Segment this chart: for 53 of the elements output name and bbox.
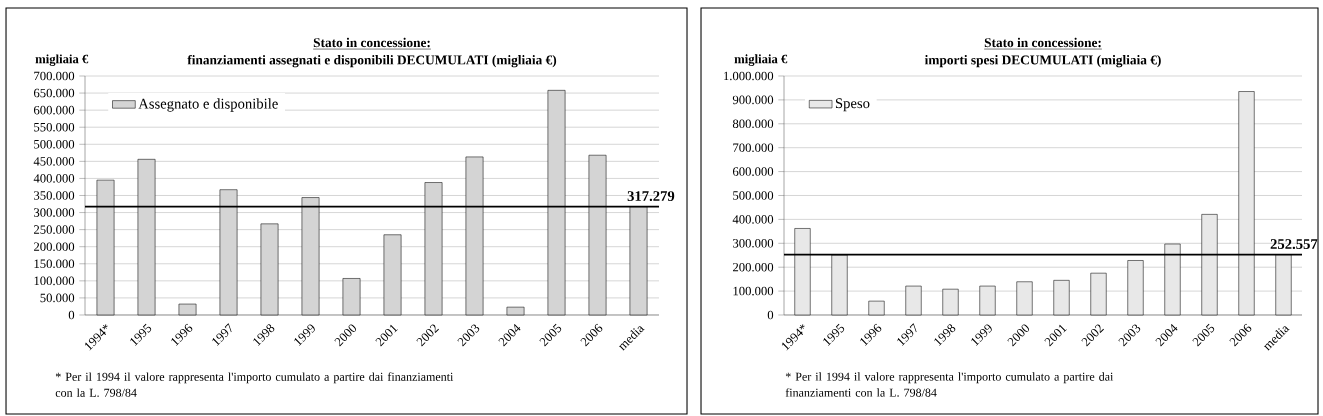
legend-label: Assegnato e disponibile bbox=[138, 98, 278, 112]
y-axis-title: migliaia € bbox=[734, 54, 788, 66]
bar bbox=[979, 285, 996, 316]
y-tick-label: 1.000.000 bbox=[724, 71, 774, 81]
x-tick-label: 2001 bbox=[375, 324, 398, 347]
y-tick-label: 300.000 bbox=[34, 208, 75, 217]
bar bbox=[506, 306, 525, 316]
y-tick-label: 400.000 bbox=[732, 215, 774, 224]
y-tick-label: 0 bbox=[767, 310, 774, 320]
bar bbox=[868, 300, 885, 316]
bar bbox=[260, 223, 279, 316]
chart-subtitle: finanziamenti assegnati e disponibili DECUMULATI (migliaia €) bbox=[187, 54, 557, 68]
bar bbox=[342, 278, 361, 316]
y-tick-label: 400.000 bbox=[33, 174, 75, 183]
y-tick-label: 500.000 bbox=[34, 139, 75, 149]
y-tick-label: 600.000 bbox=[732, 167, 774, 176]
y-tick-label: 600.000 bbox=[33, 105, 75, 115]
y-tick-label: 700.000 bbox=[34, 71, 75, 81]
text: * Per il 1994 il valore rappresenta l'importo cumulato a partire dai finanziamenti con la L. 798/84 bbox=[55, 372, 454, 397]
y-tick-label: 250.000 bbox=[34, 225, 75, 234]
bar bbox=[905, 285, 922, 316]
y-tick-label: 350.000 bbox=[34, 191, 75, 200]
ref-line-label: 252.557 bbox=[1270, 239, 1318, 250]
y-tick-label: 900.000 bbox=[732, 95, 774, 105]
text: * Per il 1994 il valore rappresenta l'importo cumulato a partire dai finanziamenti con la L. 798/84 bbox=[785, 372, 1114, 397]
y-tick-label: 50.000 bbox=[40, 293, 75, 303]
legend-label: Speso bbox=[835, 98, 870, 112]
y-tick-label: 700.000 bbox=[733, 143, 774, 152]
bar bbox=[178, 303, 197, 316]
y-tick-label: 200.000 bbox=[34, 242, 75, 252]
chart-title: Stato in concessione: bbox=[313, 37, 430, 48]
y-tick-label: 450.000 bbox=[33, 157, 75, 166]
ref-line-label: 317.279 bbox=[627, 191, 675, 202]
bar bbox=[1127, 260, 1144, 316]
bar bbox=[1016, 281, 1033, 316]
y-tick-label: 300.000 bbox=[733, 238, 774, 248]
y-axis-title: migliaia € bbox=[35, 54, 89, 66]
y-tick-label: 800.000 bbox=[732, 119, 774, 129]
y-tick-label: 650.000 bbox=[33, 88, 75, 98]
x-tick-label: 2001 bbox=[1044, 324, 1067, 347]
y-tick-label: 150.000 bbox=[34, 259, 75, 269]
y-tick-label: 200.000 bbox=[733, 262, 774, 272]
y-tick-label: 100.000 bbox=[733, 286, 774, 296]
bar bbox=[383, 234, 402, 316]
y-tick-label: 0 bbox=[68, 310, 75, 320]
y-tick-label: 500.000 bbox=[733, 191, 774, 200]
bar bbox=[942, 288, 959, 316]
chart-title: Stato in concessione: bbox=[984, 37, 1101, 48]
bar bbox=[1090, 272, 1107, 316]
y-tick-label: 100.000 bbox=[34, 276, 75, 286]
chart-subtitle: importi spesi DECUMULATI (migliaia €) bbox=[924, 55, 1161, 68]
y-tick-label: 550.000 bbox=[34, 122, 75, 132]
bar bbox=[1053, 280, 1070, 316]
